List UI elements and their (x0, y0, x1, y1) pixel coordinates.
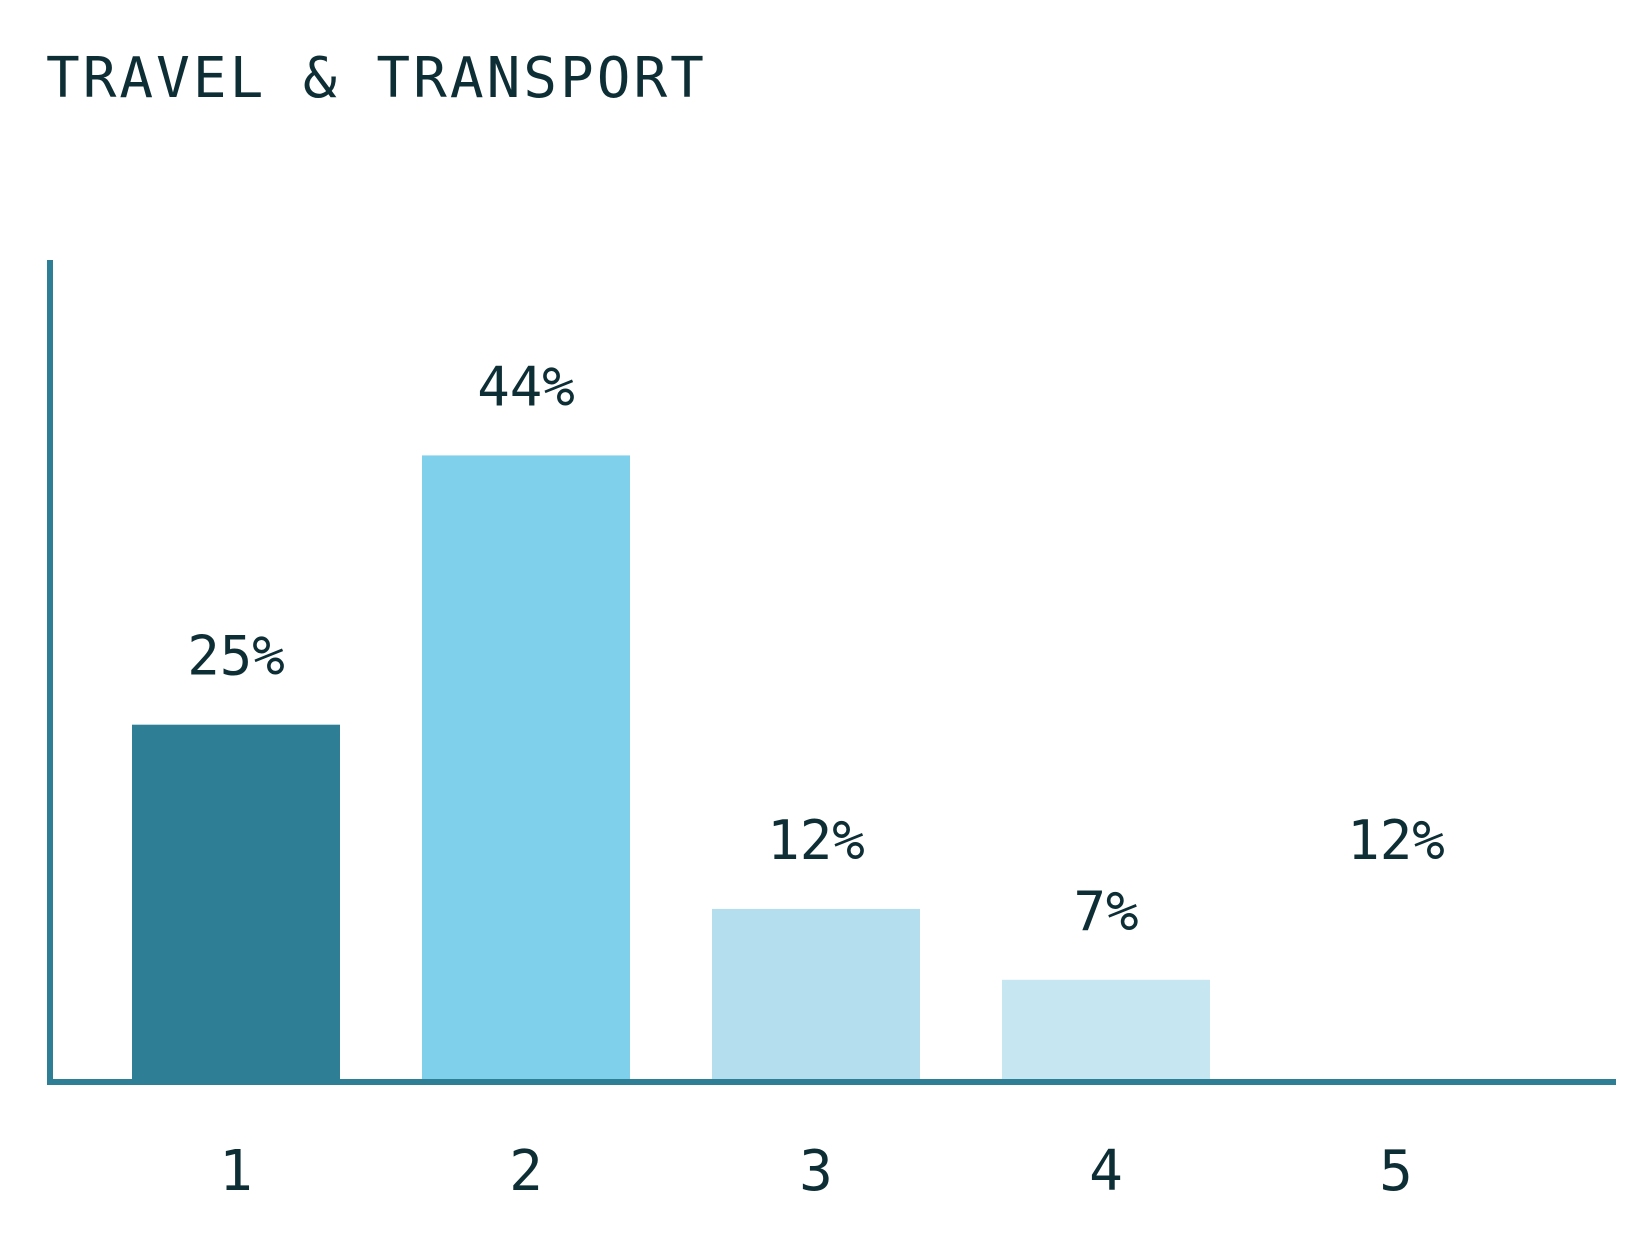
bars-group (132, 455, 1500, 1079)
bar-5 (1292, 908, 1500, 1079)
category-label-4: 4 (1089, 1139, 1123, 1204)
bar-1 (132, 724, 340, 1079)
value-label-3: 12% (767, 809, 865, 872)
bar-3 (712, 908, 920, 1079)
bar-2 (422, 455, 630, 1079)
value-labels-group: 25% 44% 12% 7% 12% (187, 355, 1445, 942)
chart-title: TRAVEL & TRANSPORT (46, 46, 707, 111)
category-labels-group: 1 2 3 4 5 (219, 1139, 1413, 1204)
category-label-5: 5 (1379, 1139, 1413, 1204)
value-label-2: 44% (477, 355, 575, 418)
value-label-1: 25% (187, 625, 285, 688)
category-label-2: 2 (509, 1139, 543, 1204)
category-label-1: 1 (219, 1139, 253, 1204)
value-label-4: 7% (1073, 880, 1138, 943)
category-label-3: 3 (799, 1139, 833, 1204)
bar-4 (1002, 979, 1210, 1079)
value-label-5: 12% (1347, 809, 1445, 872)
